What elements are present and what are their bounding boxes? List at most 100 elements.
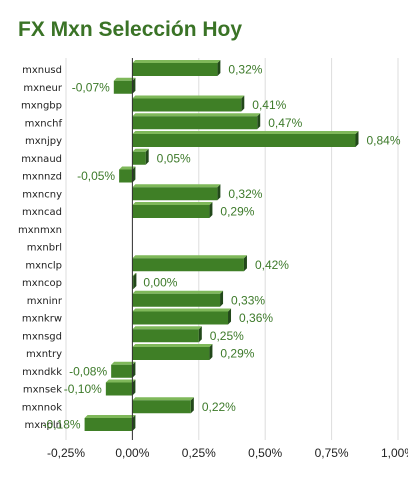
bar-top <box>132 273 137 276</box>
bar-top <box>132 184 221 188</box>
bar-side <box>241 95 245 112</box>
category-label: mxnkrw <box>22 314 62 325</box>
bar <box>132 329 199 343</box>
value-labels: 0,32% -0,07% 0,41% 0,47% 0,84% 0,05% -0,05% 0,3… <box>43 63 401 432</box>
category-label: mxninr <box>27 296 63 307</box>
value-label: -0,08% <box>69 364 107 378</box>
bar-side <box>220 290 224 307</box>
bar-side <box>257 113 261 130</box>
bar-top <box>132 308 232 312</box>
value-label: 0,29% <box>220 205 254 219</box>
bar <box>132 116 258 130</box>
bar-top <box>132 95 245 99</box>
bar-top <box>132 326 202 330</box>
category-label: mxnsgd <box>22 331 62 342</box>
category-label: mxntry <box>26 349 62 360</box>
category-label: mxncop <box>22 278 62 289</box>
value-label: 0,36% <box>239 311 273 325</box>
value-label: 0,84% <box>367 134 401 148</box>
category-labels: mxnusd mxneur mxngbp mxnchf mxnjpy mxnaud mxnn… <box>18 65 63 431</box>
category-label: mxnusd <box>22 65 62 76</box>
bar-side <box>217 60 221 76</box>
bar-top <box>132 148 149 152</box>
bar-side <box>132 77 136 94</box>
category-label: mxnpln <box>25 420 62 431</box>
bar <box>105 382 133 396</box>
x-tick-label: 0,75% <box>315 446 349 460</box>
value-label: -0,18% <box>43 418 81 432</box>
x-tick-label: 0,50% <box>248 446 282 460</box>
value-label: 0,32% <box>228 187 262 201</box>
category-label: mxncny <box>22 189 62 200</box>
bar-side <box>209 344 213 360</box>
bar <box>132 258 244 272</box>
bar-top <box>132 131 359 134</box>
bar-side <box>243 255 247 272</box>
bar <box>132 400 191 414</box>
value-label: 0,42% <box>255 258 289 272</box>
bar-side <box>145 148 149 165</box>
value-label: -0,05% <box>77 169 115 183</box>
bar-side <box>198 326 202 343</box>
category-label: mxnnok <box>22 402 62 413</box>
bar-top <box>119 166 136 170</box>
bar-side <box>209 202 213 218</box>
bar-side <box>132 379 136 396</box>
bar <box>132 134 356 147</box>
bar-side <box>190 397 194 414</box>
category-label: mxnnzd <box>22 172 62 183</box>
bar-top <box>132 255 247 259</box>
bar <box>132 347 210 360</box>
bar-side <box>217 184 221 201</box>
value-label: 0,00% <box>143 276 177 290</box>
bar <box>132 63 218 76</box>
bar-top <box>132 344 213 347</box>
value-label: 0,47% <box>268 116 302 130</box>
value-label: -0,07% <box>72 80 110 94</box>
bar-top <box>132 60 221 63</box>
bar <box>113 80 133 94</box>
x-tick-labels: -0,25% 0,00% 0,25% 0,50% 0,75% 1,00% <box>47 446 408 460</box>
bar-side <box>133 273 137 289</box>
bar <box>119 169 133 183</box>
bar <box>132 151 146 165</box>
category-label: mxnclp <box>25 260 62 271</box>
chart-title: FX Mxn Selección Hoy <box>18 18 243 41</box>
category-label: mxnsek <box>23 385 62 396</box>
bar <box>132 311 229 325</box>
bar <box>132 187 218 201</box>
x-tick-label: -0,25% <box>47 446 85 460</box>
category-label: mxnbrl <box>27 243 62 254</box>
value-label: 0,22% <box>202 400 236 414</box>
value-label: -0,10% <box>64 382 102 396</box>
bar-top <box>105 379 136 383</box>
bar-side <box>132 415 136 431</box>
bar-side <box>355 131 359 147</box>
bar-top <box>84 415 136 418</box>
bar <box>132 293 221 307</box>
bar-side <box>132 361 136 378</box>
bars <box>84 60 359 431</box>
bar-top <box>132 290 224 294</box>
bar-top <box>132 397 194 401</box>
bar-top <box>111 361 136 365</box>
bar <box>132 98 242 112</box>
bar <box>84 418 133 431</box>
bar-side <box>228 308 232 325</box>
x-tick-label: 1,00% <box>381 446 408 460</box>
value-label: 0,41% <box>252 98 286 112</box>
bar-top <box>132 113 261 117</box>
value-label: 0,05% <box>157 151 191 165</box>
bar-top <box>132 202 213 205</box>
category-label: mxndkk <box>22 367 62 378</box>
category-label: mxneur <box>23 83 62 94</box>
category-label: mxnjpy <box>25 136 62 147</box>
value-label: 0,33% <box>231 293 265 307</box>
category-label: mxnmxn <box>18 225 62 236</box>
bar-side <box>132 166 136 183</box>
bar <box>111 364 133 378</box>
category-label: mxnaud <box>21 154 62 165</box>
bar-top <box>113 77 136 81</box>
category-label: mxngbp <box>21 101 62 112</box>
